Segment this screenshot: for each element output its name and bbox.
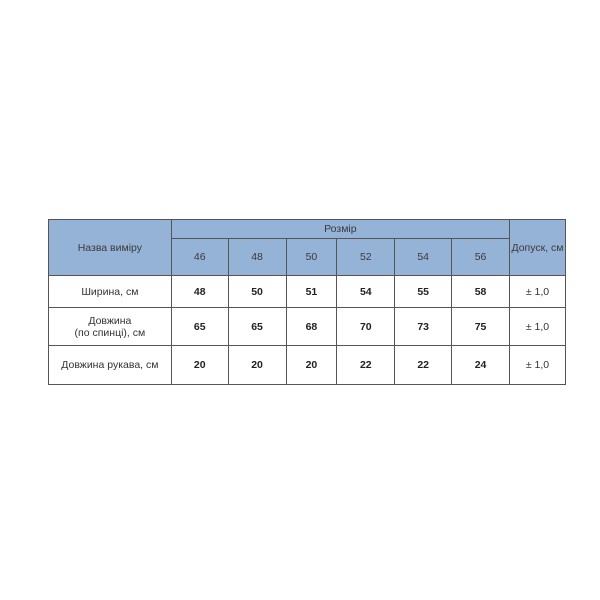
cell: 75 (451, 307, 510, 346)
cell: 20 (227, 345, 287, 385)
header-name: Назва виміру (48, 219, 172, 276)
size-50: 50 (285, 238, 338, 276)
header-tolerance: Допуск, см (508, 219, 567, 276)
row-label-line1: Довжина (88, 314, 132, 327)
tolerance: ± 1,0 (508, 307, 567, 346)
table-row: Довжина рукава, см 20 20 20 22 22 24 ± 1… (48, 345, 567, 385)
cell: 70 (336, 307, 396, 346)
cell: 20 (285, 345, 338, 385)
size-52: 52 (336, 238, 396, 276)
cell: 22 (394, 345, 453, 385)
cell: 58 (451, 275, 510, 308)
cell: 51 (285, 275, 338, 308)
cell: 55 (394, 275, 453, 308)
tolerance: ± 1,0 (508, 345, 567, 385)
row-label-line2: (по спинці), см (74, 326, 146, 339)
cell: 48 (170, 275, 229, 308)
header-size: Розмір (170, 219, 510, 239)
cell: 73 (394, 307, 453, 346)
row-label: Довжина (по спинці), см (48, 307, 172, 346)
size-table: Назва виміру Розмір Допуск, см 46 48 50 … (48, 219, 567, 385)
cell: 50 (227, 275, 287, 308)
cell: 68 (285, 307, 338, 346)
cell: 65 (170, 307, 229, 346)
cell: 65 (227, 307, 287, 346)
cell: 24 (451, 345, 510, 385)
cell: 54 (336, 275, 396, 308)
size-46: 46 (170, 238, 229, 276)
cell: 22 (336, 345, 396, 385)
table-row: Ширина, см 48 50 51 54 55 58 ± 1,0 (48, 275, 567, 308)
table-row: Довжина (по спинці), см 65 65 68 70 73 75… (48, 307, 567, 346)
size-54: 54 (394, 238, 453, 276)
cell: 20 (170, 345, 229, 385)
row-label: Довжина рукава, см (48, 345, 172, 385)
row-label: Ширина, см (48, 275, 172, 308)
size-56: 56 (451, 238, 510, 276)
tolerance: ± 1,0 (508, 275, 567, 308)
size-48: 48 (227, 238, 287, 276)
